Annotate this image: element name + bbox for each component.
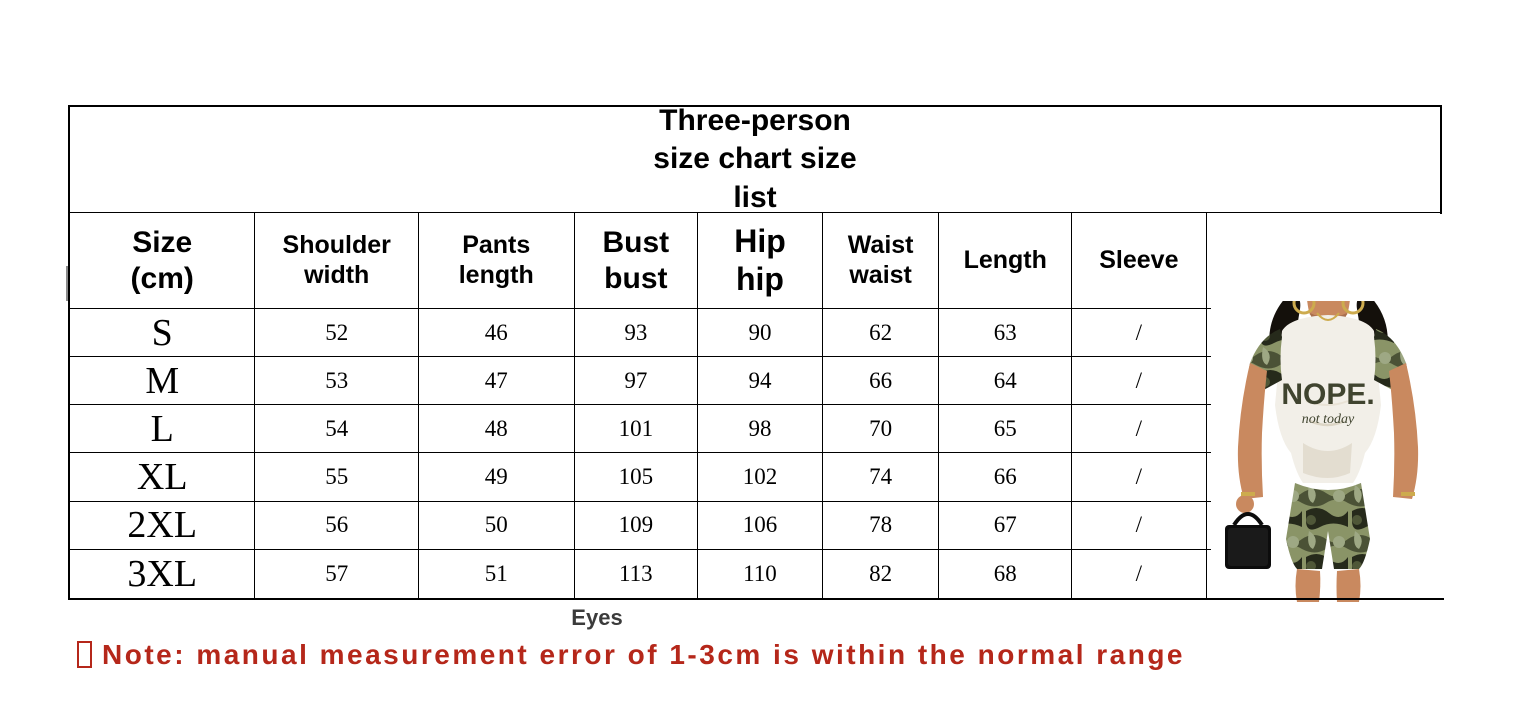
svg-text:NOPE.: NOPE. xyxy=(1281,378,1374,411)
svg-text:not today: not today xyxy=(1302,412,1355,427)
